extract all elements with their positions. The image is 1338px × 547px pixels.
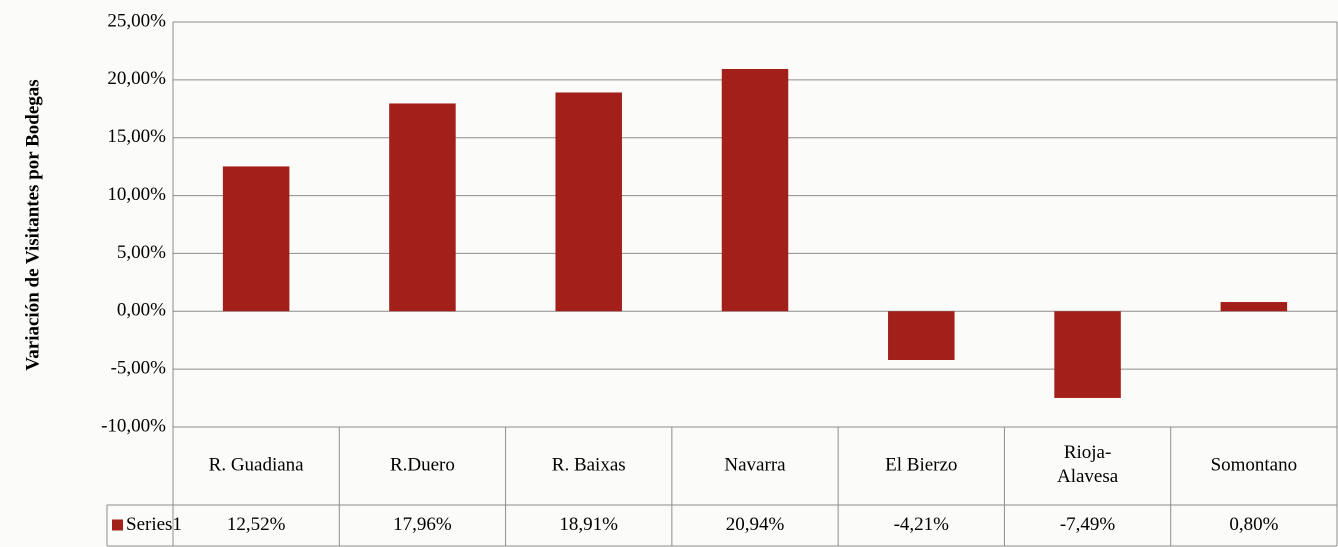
data-table-value: 20,94%: [726, 514, 785, 535]
bar: [721, 68, 789, 312]
x-tick-label: R.Duero: [390, 454, 455, 475]
x-tick-label: Navarra: [724, 454, 786, 475]
bar: [389, 103, 456, 312]
y-tick-label: 20,00%: [107, 68, 166, 89]
x-tick-label: El Bierzo: [885, 454, 957, 475]
y-tick-label: -10,00%: [101, 415, 166, 436]
y-axis-label: Variación de Visitantes por Bodegas: [22, 79, 43, 370]
y-tick-label: -5,00%: [111, 358, 167, 379]
x-tick-label: Somontano: [1211, 454, 1298, 475]
data-table-value: 0,80%: [1229, 514, 1278, 535]
bar: [1220, 302, 1288, 312]
y-tick-label: 25,00%: [107, 10, 166, 31]
legend-marker: [112, 519, 123, 531]
data-table-value: 17,96%: [393, 514, 452, 535]
data-table-value: -4,21%: [894, 514, 950, 535]
x-tick-label: Rioja-Alavesa: [1057, 442, 1119, 487]
y-tick-label: 10,00%: [107, 184, 166, 205]
y-tick-label: 15,00%: [107, 126, 166, 147]
legend-label: Series1: [126, 514, 182, 535]
x-tick-label: R. Guadiana: [209, 454, 305, 475]
x-tick-label: R. Baixas: [552, 454, 626, 475]
data-table-value: -7,49%: [1060, 514, 1116, 535]
y-tick-label: 5,00%: [117, 242, 166, 263]
data-table-value: 18,91%: [559, 514, 618, 535]
bar: [888, 311, 955, 361]
data-table-value: 12,52%: [227, 514, 286, 535]
bar: [222, 166, 290, 312]
bar: [555, 92, 622, 312]
y-tick-label: 0,00%: [117, 300, 166, 321]
bar: [1054, 311, 1121, 398]
